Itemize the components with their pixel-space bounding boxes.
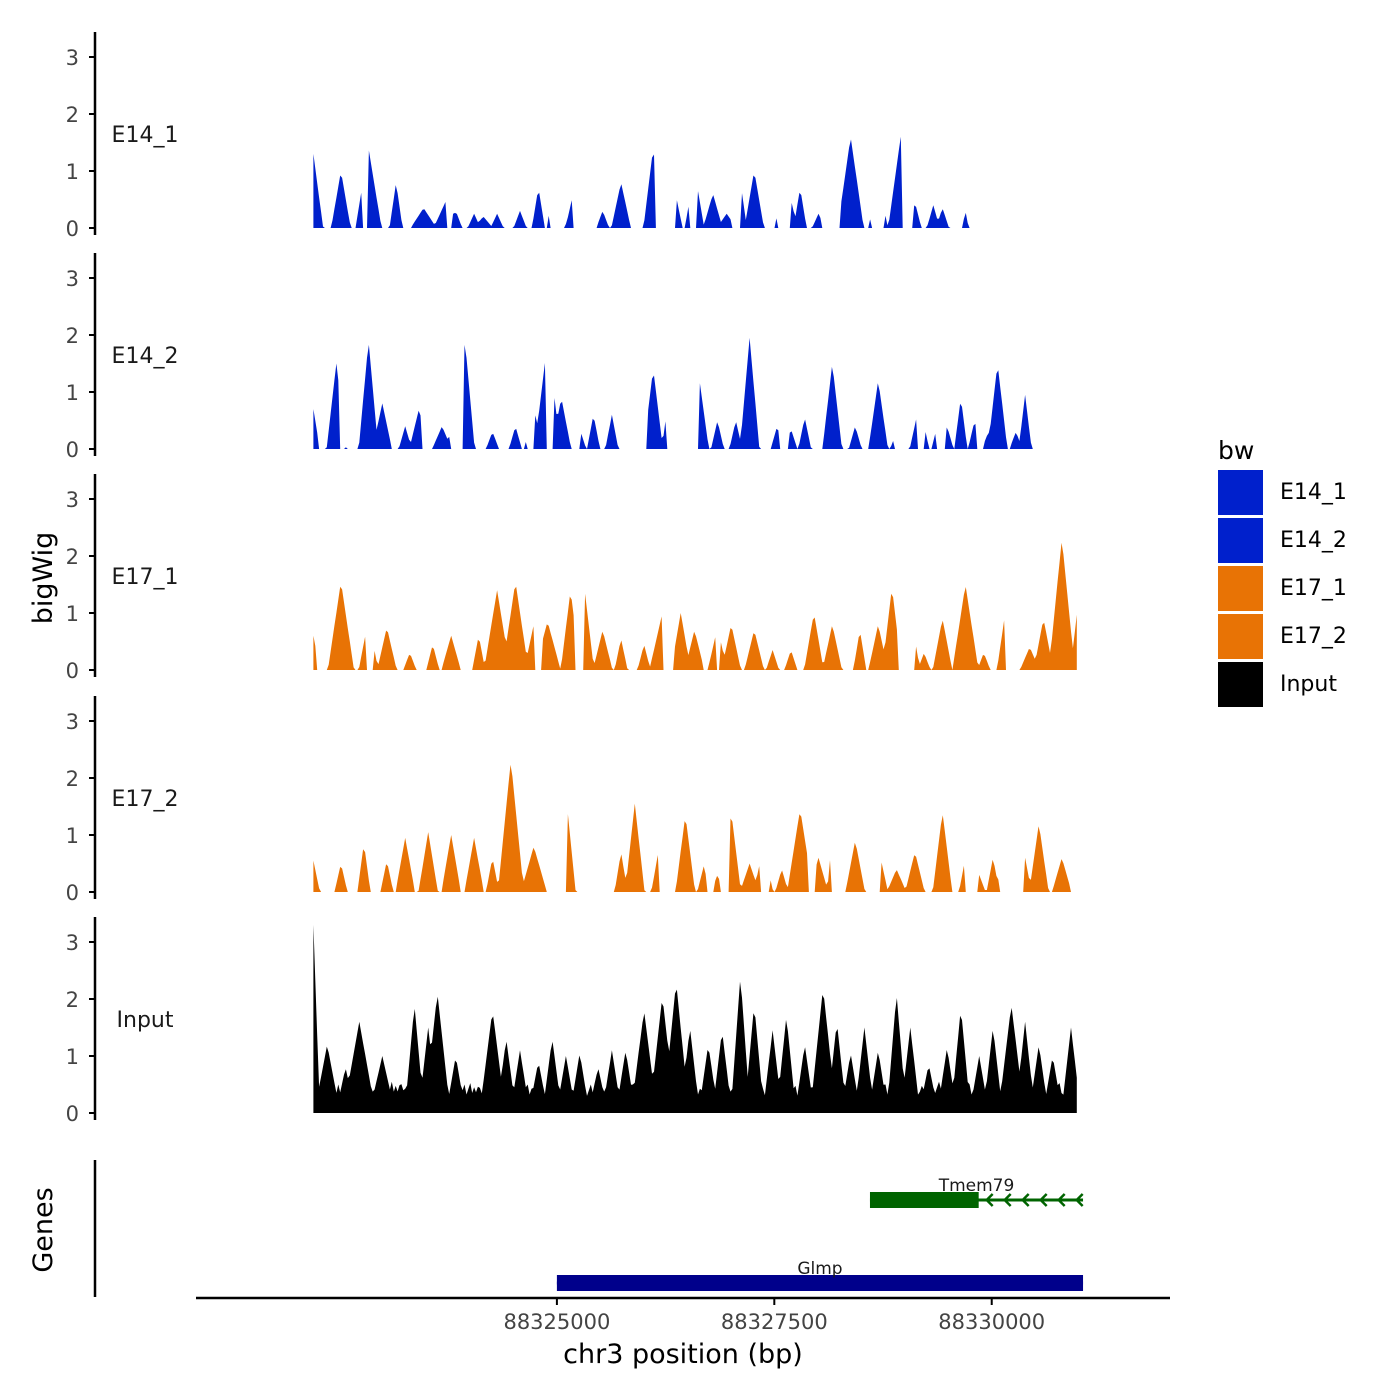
legend-item-input: Input — [1218, 660, 1378, 708]
legend-item-e14-1: E14_1 — [1218, 468, 1378, 516]
legend-label: Input — [1280, 671, 1337, 697]
y-tick-label: 3 — [66, 710, 79, 734]
y-tick-label: 3 — [66, 488, 79, 512]
track-label: E14_1 — [112, 123, 179, 148]
strand-arrow — [1074, 1193, 1084, 1207]
y-tick-label: 1 — [66, 381, 79, 405]
y-tick-label: 0 — [66, 881, 79, 905]
y-axis-title: bigWig — [28, 532, 59, 625]
legend: bw E14_1 E14_2 E17_1 E17_2 Input — [1218, 434, 1378, 708]
legend-item-e17-1: E17_1 — [1218, 564, 1378, 612]
gene-exon — [556, 1275, 1084, 1291]
track-label: Input — [117, 1008, 174, 1033]
track-label: E17_1 — [112, 565, 179, 590]
track-label: E14_2 — [112, 344, 179, 369]
y-tick-label: 1 — [66, 1045, 79, 1069]
track-e14-2: 0 1 2 3 E14_2 — [66, 253, 1077, 462]
track-input: 0 1 2 3 Input — [66, 917, 1077, 1126]
y-tick-label: 0 — [66, 659, 79, 683]
coverage-area — [313, 136, 1077, 228]
legend-swatch — [1218, 469, 1263, 515]
tracks-layer: 0 1 2 3 E14_1 0 1 2 3 E14_2 0 1 2 3 E17_1 0 1 2 3 E17_2 0 1 2 3… — [66, 32, 1077, 1126]
strand-arrow — [1002, 1193, 1012, 1207]
y-tick-label: 3 — [66, 931, 79, 955]
coverage-area — [313, 542, 1077, 670]
y-tick-label: 2 — [66, 103, 79, 127]
y-tick-label: 2 — [66, 324, 79, 348]
y-tick-label: 0 — [66, 217, 79, 241]
x-axis-title: chr3 position (bp) — [563, 1339, 803, 1370]
strand-arrow — [984, 1193, 994, 1207]
legend-swatch — [1218, 613, 1263, 659]
gene-label: Tmem79 — [938, 1176, 1015, 1196]
legend-item-e17-2: E17_2 — [1218, 612, 1378, 660]
coverage-area — [313, 924, 1077, 1113]
x-tick-label: 88327500 — [721, 1310, 828, 1334]
coverage-area — [313, 764, 1077, 892]
y-tick-label: 0 — [66, 1102, 79, 1126]
genes-panel-title: Genes — [28, 1187, 59, 1272]
gene-glmp: Glmp — [556, 1259, 1084, 1291]
y-tick-label: 0 — [66, 438, 79, 462]
legend-swatch — [1218, 517, 1263, 563]
legend-item-e14-2: E14_2 — [1218, 516, 1378, 564]
x-axis: 88325000 88327500 88330000 — [196, 1296, 1170, 1334]
legend-label: E17_2 — [1280, 623, 1347, 649]
y-tick-label: 1 — [66, 602, 79, 626]
gene-exon — [869, 1192, 979, 1208]
strand-arrow — [1020, 1193, 1030, 1207]
legend-label: E14_2 — [1280, 527, 1347, 553]
track-label: E17_2 — [112, 787, 179, 812]
legend-label: E17_1 — [1280, 575, 1347, 601]
strand-arrow — [1056, 1193, 1066, 1207]
x-tick-label: 88325000 — [503, 1310, 610, 1334]
y-tick-label: 3 — [66, 46, 79, 70]
x-tick-label: 88330000 — [938, 1310, 1045, 1334]
coverage-area — [313, 337, 1077, 449]
track-e17-2: 0 1 2 3 E17_2 — [66, 696, 1077, 905]
y-tick-label: 1 — [66, 160, 79, 184]
gene-label: Glmp — [797, 1259, 842, 1279]
gene-tmem79: Tmem79 — [869, 1176, 1084, 1208]
legend-title: bw — [1218, 436, 1255, 465]
y-tick-label: 2 — [66, 988, 79, 1012]
y-tick-label: 2 — [66, 767, 79, 791]
legend-label: E14_1 — [1280, 479, 1347, 505]
y-tick-label: 1 — [66, 824, 79, 848]
track-e17-1: 0 1 2 3 E17_1 — [66, 474, 1077, 683]
legend-swatch — [1218, 661, 1263, 707]
y-tick-label: 3 — [66, 267, 79, 291]
y-tick-label: 2 — [66, 545, 79, 569]
strand-arrow — [1038, 1193, 1048, 1207]
track-e14-1: 0 1 2 3 E14_1 — [66, 32, 1077, 241]
genes-layer: Tmem79 Glmp — [93, 1160, 1084, 1297]
legend-swatch — [1218, 565, 1263, 611]
